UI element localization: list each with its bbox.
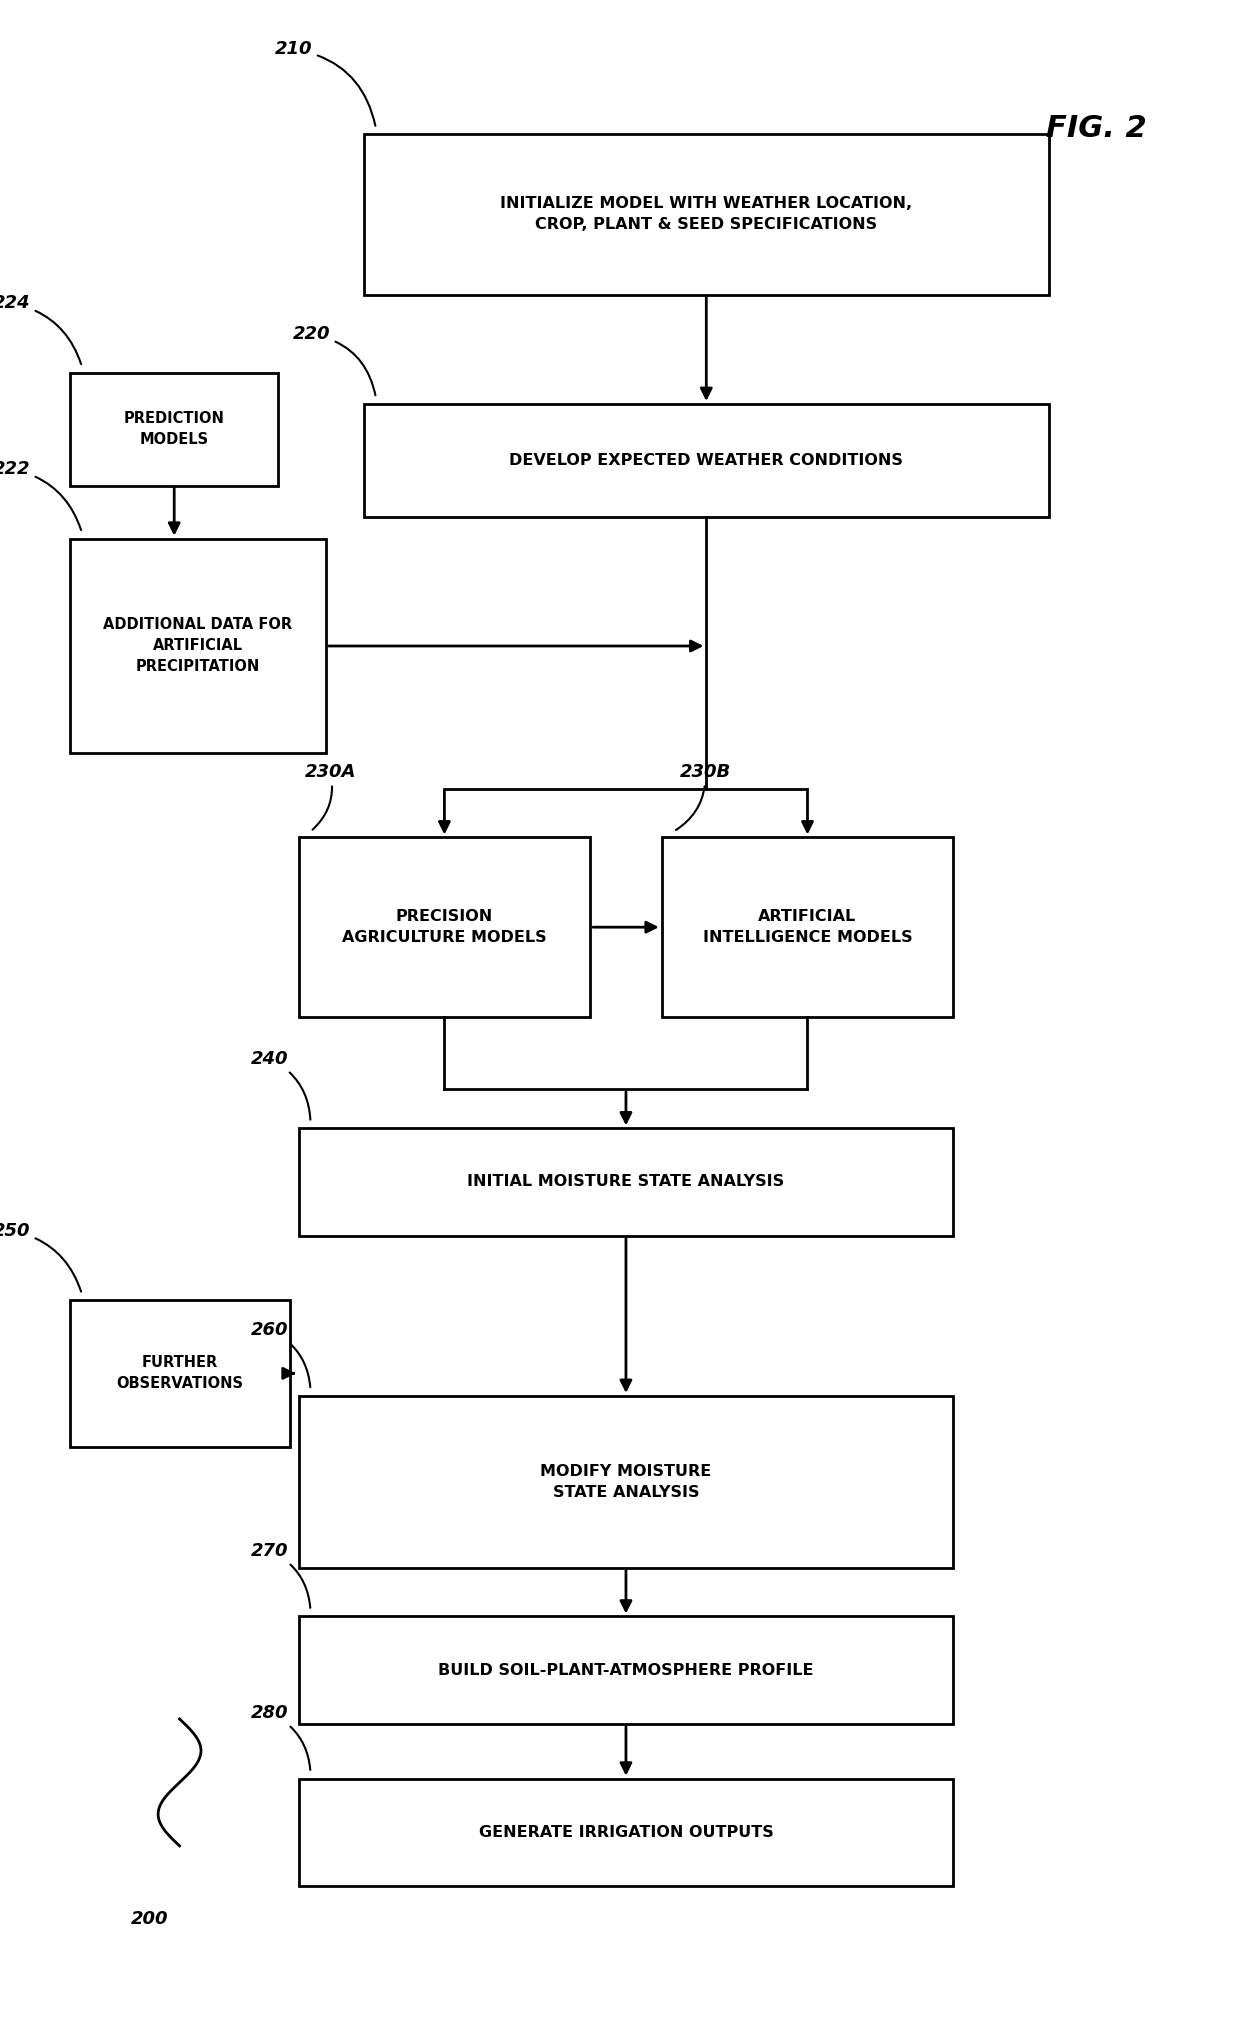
Bar — [299, 1617, 954, 1725]
Text: FURTHER
OBSERVATIONS: FURTHER OBSERVATIONS — [117, 1355, 243, 1391]
Bar — [69, 1300, 290, 1446]
Text: INITIAL MOISTURE STATE ANALYSIS: INITIAL MOISTURE STATE ANALYSIS — [467, 1174, 785, 1190]
Bar — [299, 1129, 954, 1237]
Bar — [662, 838, 954, 1017]
Bar — [69, 372, 278, 486]
Bar — [299, 1395, 954, 1568]
Text: GENERATE IRRIGATION OUTPUTS: GENERATE IRRIGATION OUTPUTS — [479, 1824, 774, 1839]
Text: 200: 200 — [131, 1910, 169, 1928]
Text: 230A: 230A — [305, 763, 356, 830]
Text: PRECISION
AGRICULTURE MODELS: PRECISION AGRICULTURE MODELS — [342, 909, 547, 946]
Bar — [299, 838, 590, 1017]
Text: 224: 224 — [0, 295, 81, 364]
Text: 270: 270 — [250, 1542, 310, 1607]
Text: 260: 260 — [250, 1322, 310, 1387]
Text: 240: 240 — [250, 1050, 310, 1119]
Text: MODIFY MOISTURE
STATE ANALYSIS: MODIFY MOISTURE STATE ANALYSIS — [541, 1464, 712, 1499]
Bar — [365, 134, 1049, 295]
Text: 230B: 230B — [676, 763, 730, 830]
Bar — [69, 539, 326, 753]
Text: 210: 210 — [275, 41, 376, 126]
Text: 220: 220 — [293, 325, 376, 395]
Text: ARTIFICIAL
INTELLIGENCE MODELS: ARTIFICIAL INTELLIGENCE MODELS — [703, 909, 913, 946]
Text: FIG. 2: FIG. 2 — [1045, 114, 1147, 142]
Text: DEVELOP EXPECTED WEATHER CONDITIONS: DEVELOP EXPECTED WEATHER CONDITIONS — [510, 454, 903, 468]
Text: BUILD SOIL-PLANT-ATMOSPHERE PROFILE: BUILD SOIL-PLANT-ATMOSPHERE PROFILE — [438, 1662, 813, 1678]
Text: ADDITIONAL DATA FOR
ARTIFICIAL
PRECIPITATION: ADDITIONAL DATA FOR ARTIFICIAL PRECIPITA… — [103, 618, 293, 675]
Text: PREDICTION
MODELS: PREDICTION MODELS — [124, 411, 224, 447]
Text: 222: 222 — [0, 460, 81, 531]
Text: 250: 250 — [0, 1222, 81, 1292]
Text: INITIALIZE MODEL WITH WEATHER LOCATION,
CROP, PLANT & SEED SPECIFICATIONS: INITIALIZE MODEL WITH WEATHER LOCATION, … — [500, 197, 913, 232]
Bar — [365, 405, 1049, 517]
Text: 280: 280 — [250, 1704, 310, 1770]
Bar — [299, 1778, 954, 1886]
